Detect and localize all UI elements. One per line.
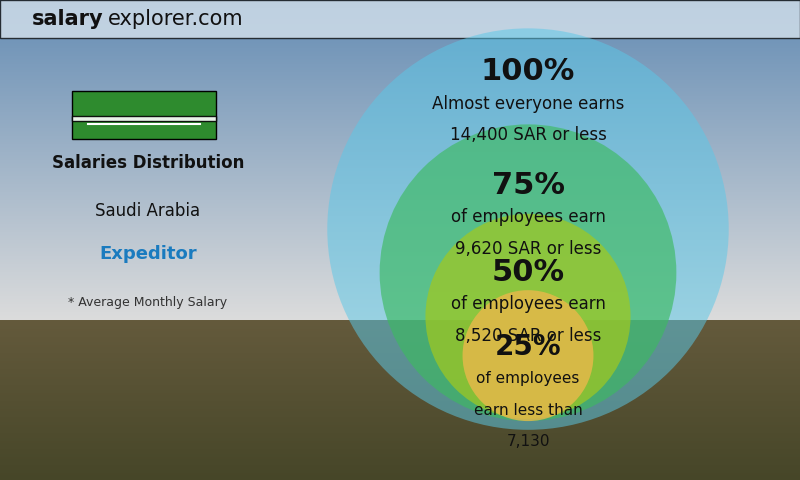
Circle shape xyxy=(462,290,594,421)
Text: explorer.com: explorer.com xyxy=(108,9,244,29)
Text: of employees earn: of employees earn xyxy=(450,295,606,313)
Text: salary: salary xyxy=(32,9,104,29)
Text: Expeditor: Expeditor xyxy=(99,245,197,264)
Text: * Average Monthly Salary: * Average Monthly Salary xyxy=(69,296,227,309)
Text: 75%: 75% xyxy=(491,171,565,200)
Text: 7,130: 7,130 xyxy=(506,434,550,449)
Circle shape xyxy=(426,214,630,419)
Text: Salaries Distribution: Salaries Distribution xyxy=(52,154,244,172)
Text: 50%: 50% xyxy=(491,258,565,287)
FancyBboxPatch shape xyxy=(72,91,216,139)
Text: Saudi Arabia: Saudi Arabia xyxy=(95,202,201,220)
Text: Almost everyone earns: Almost everyone earns xyxy=(432,95,624,113)
Text: 9,620 SAR or less: 9,620 SAR or less xyxy=(455,240,601,258)
Text: of employees: of employees xyxy=(476,371,580,386)
Text: of employees earn: of employees earn xyxy=(450,208,606,226)
Text: 14,400 SAR or less: 14,400 SAR or less xyxy=(450,126,606,144)
FancyBboxPatch shape xyxy=(72,116,216,121)
Circle shape xyxy=(327,28,729,430)
Text: 25%: 25% xyxy=(494,333,562,361)
Text: 100%: 100% xyxy=(481,58,575,86)
Text: 8,520 SAR or less: 8,520 SAR or less xyxy=(455,327,601,345)
Circle shape xyxy=(380,124,676,421)
FancyBboxPatch shape xyxy=(0,0,800,38)
Text: earn less than: earn less than xyxy=(474,403,582,418)
